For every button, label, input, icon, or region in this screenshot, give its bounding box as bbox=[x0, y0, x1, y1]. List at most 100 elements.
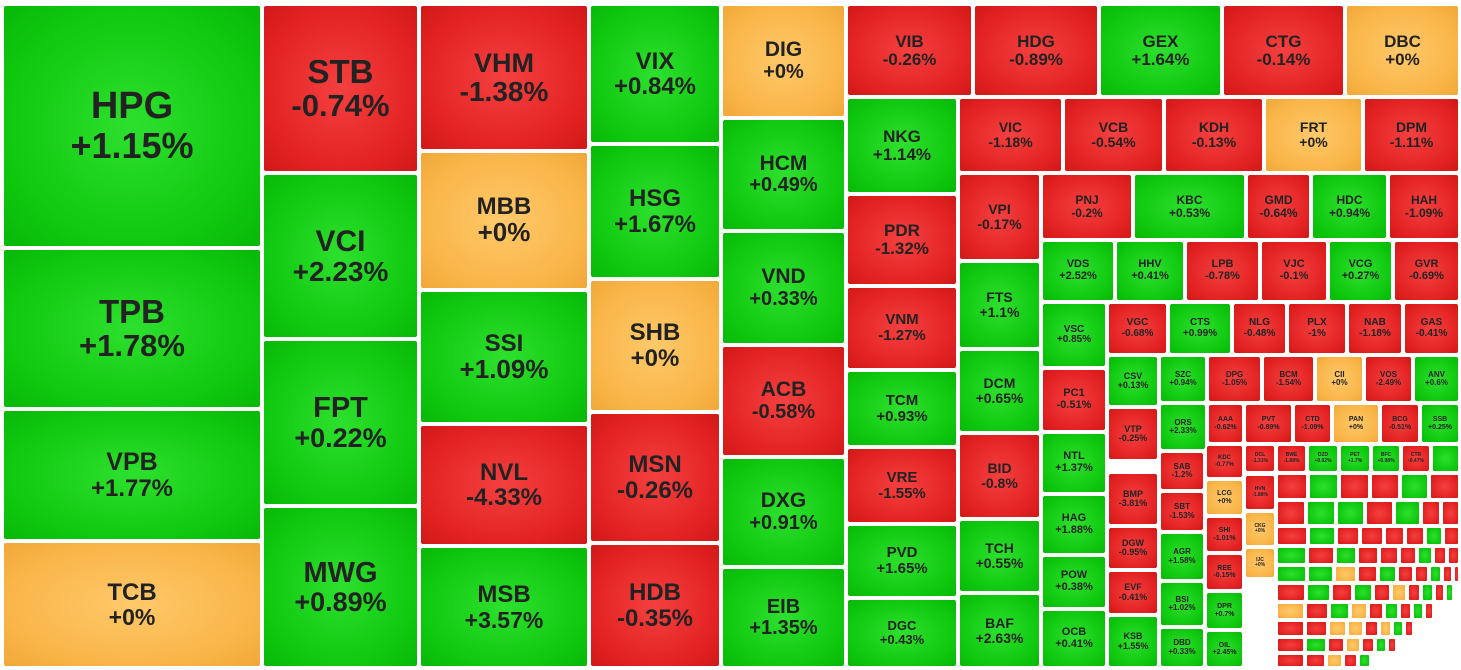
tile-small[interactable] bbox=[1369, 603, 1383, 619]
tile-oil[interactable]: OIL +2.45% bbox=[1206, 631, 1243, 667]
tile-small[interactable] bbox=[1379, 566, 1396, 582]
tile-ksb[interactable]: KSB +1.55% bbox=[1108, 616, 1158, 667]
tile-small[interactable] bbox=[1446, 584, 1453, 601]
tile-ssi[interactable]: SSI +1.09% bbox=[420, 291, 588, 423]
tile-nkg[interactable]: NKG +1.14% bbox=[847, 98, 957, 193]
tile-pow[interactable]: POW +0.38% bbox=[1042, 556, 1106, 608]
tile-dcm[interactable]: DCM +0.65% bbox=[959, 350, 1040, 432]
tile-small[interactable] bbox=[1374, 584, 1390, 601]
tile-dbd[interactable]: DBD +0.33% bbox=[1160, 628, 1204, 667]
tile-bfc[interactable]: BFC +0.98% bbox=[1372, 445, 1400, 472]
tile-small[interactable] bbox=[1434, 547, 1446, 564]
tile-small[interactable] bbox=[1405, 621, 1413, 636]
tile-small[interactable] bbox=[1448, 547, 1459, 564]
tile-fpt[interactable]: FPT +0.22% bbox=[263, 340, 418, 505]
tile-small[interactable] bbox=[1277, 654, 1304, 667]
tile-hvn[interactable]: HVN -1.88% bbox=[1245, 475, 1275, 510]
tile-ors[interactable]: ORS +2.33% bbox=[1160, 404, 1206, 450]
tile-bcm[interactable]: BCM -1.54% bbox=[1263, 356, 1314, 402]
tile-small[interactable] bbox=[1388, 638, 1396, 652]
tile-small[interactable] bbox=[1332, 584, 1352, 601]
tile-vhm[interactable]: VHM -1.38% bbox=[420, 5, 588, 150]
tile-agr[interactable]: AGR +1.58% bbox=[1160, 533, 1204, 580]
tile-small[interactable] bbox=[1430, 566, 1441, 582]
tile-small[interactable] bbox=[1432, 445, 1459, 472]
tile-small[interactable] bbox=[1366, 501, 1393, 525]
tile-ctd[interactable]: CTD -1.09% bbox=[1294, 404, 1331, 443]
tile-msb[interactable]: MSB +3.57% bbox=[420, 547, 588, 667]
tile-small[interactable] bbox=[1385, 603, 1398, 619]
tile-small[interactable] bbox=[1277, 621, 1304, 636]
tile-small[interactable] bbox=[1454, 566, 1459, 582]
tile-small[interactable] bbox=[1351, 603, 1367, 619]
tile-sab[interactable]: SAB -1.2% bbox=[1160, 452, 1204, 490]
tile-ctr[interactable]: CTR -0.47% bbox=[1402, 445, 1430, 472]
tile-vnd[interactable]: VND +0.33% bbox=[722, 232, 845, 344]
tile-small[interactable] bbox=[1380, 547, 1398, 564]
tile-small[interactable] bbox=[1306, 638, 1326, 652]
tile-small[interactable] bbox=[1380, 621, 1391, 636]
tile-vds[interactable]: VDS +2.52% bbox=[1042, 241, 1114, 301]
tile-kdc[interactable]: KDC -0.77% bbox=[1206, 445, 1243, 478]
tile-csv[interactable]: CSV +0.13% bbox=[1108, 356, 1158, 406]
tile-ckg[interactable]: CKG +0% bbox=[1245, 512, 1275, 546]
tile-small[interactable] bbox=[1277, 547, 1306, 564]
tile-vpb[interactable]: VPB +1.77% bbox=[3, 410, 261, 540]
tile-frt[interactable]: FRT +0% bbox=[1265, 98, 1362, 172]
tile-small[interactable] bbox=[1413, 603, 1423, 619]
tile-nab[interactable]: NAB -1.18% bbox=[1348, 303, 1402, 354]
tile-gex[interactable]: GEX +1.64% bbox=[1100, 5, 1221, 96]
tile-ijc[interactable]: IJC +0% bbox=[1245, 548, 1275, 578]
tile-small[interactable] bbox=[1408, 584, 1420, 601]
tile-dig[interactable]: DIG +0% bbox=[722, 5, 845, 117]
tile-small[interactable] bbox=[1306, 621, 1327, 636]
tile-small[interactable] bbox=[1327, 654, 1342, 667]
tile-gas[interactable]: GAS -0.41% bbox=[1404, 303, 1459, 354]
tile-mwg[interactable]: MWG +0.89% bbox=[263, 507, 418, 667]
tile-small[interactable] bbox=[1330, 603, 1349, 619]
tile-small[interactable] bbox=[1359, 654, 1370, 667]
tile-small[interactable] bbox=[1400, 547, 1416, 564]
tile-small[interactable] bbox=[1337, 501, 1364, 525]
tile-small[interactable] bbox=[1435, 584, 1444, 601]
tile-tcb[interactable]: TCB +0% bbox=[3, 542, 261, 667]
tile-small[interactable] bbox=[1358, 566, 1377, 582]
tile-small[interactable] bbox=[1309, 474, 1338, 499]
tile-small[interactable] bbox=[1401, 474, 1428, 499]
tile-kbc[interactable]: KBC +0.53% bbox=[1134, 174, 1245, 239]
tile-dxg[interactable]: DXG +0.91% bbox=[722, 458, 845, 566]
tile-small[interactable] bbox=[1371, 474, 1399, 499]
tile-pan[interactable]: PAN +0% bbox=[1333, 404, 1379, 443]
tile-small[interactable] bbox=[1385, 527, 1404, 545]
tile-small[interactable] bbox=[1348, 621, 1363, 636]
tile-lcg[interactable]: LCG +0% bbox=[1206, 480, 1243, 515]
tile-ree[interactable]: REE -0.15% bbox=[1206, 554, 1243, 590]
tile-small[interactable] bbox=[1400, 603, 1411, 619]
tile-dbc[interactable]: DBC +0% bbox=[1346, 5, 1459, 96]
tile-small[interactable] bbox=[1422, 501, 1440, 525]
tile-baf[interactable]: BAF +2.63% bbox=[959, 594, 1040, 667]
tile-hdc[interactable]: HDC +0.94% bbox=[1312, 174, 1387, 239]
tile-kdh[interactable]: KDH -0.13% bbox=[1165, 98, 1263, 172]
tile-small[interactable] bbox=[1354, 584, 1372, 601]
tile-small[interactable] bbox=[1365, 621, 1378, 636]
tile-small[interactable] bbox=[1306, 654, 1325, 667]
tile-pvd[interactable]: PVD +1.65% bbox=[847, 525, 957, 597]
tile-small[interactable] bbox=[1329, 621, 1346, 636]
tile-small[interactable] bbox=[1336, 547, 1356, 564]
tile-small[interactable] bbox=[1308, 566, 1333, 582]
tile-vix[interactable]: VIX +0.84% bbox=[590, 5, 720, 143]
tile-nlg[interactable]: NLG -0.48% bbox=[1233, 303, 1286, 354]
tile-small[interactable] bbox=[1422, 584, 1433, 601]
tile-small[interactable] bbox=[1277, 527, 1307, 545]
tile-small[interactable] bbox=[1362, 638, 1374, 652]
tile-ocb[interactable]: OCB +0.41% bbox=[1042, 610, 1106, 667]
tile-small[interactable] bbox=[1376, 638, 1386, 652]
tile-tcm[interactable]: TCM +0.93% bbox=[847, 371, 957, 446]
tile-vos[interactable]: VOS -2.49% bbox=[1365, 356, 1412, 402]
tile-vci[interactable]: VCI +2.23% bbox=[263, 174, 418, 338]
tile-bsi[interactable]: BSI +1.02% bbox=[1160, 582, 1204, 626]
tile-vgc[interactable]: VGC -0.68% bbox=[1108, 303, 1167, 354]
tile-small[interactable] bbox=[1328, 638, 1344, 652]
tile-aaa[interactable]: AAA -0.62% bbox=[1208, 404, 1243, 443]
